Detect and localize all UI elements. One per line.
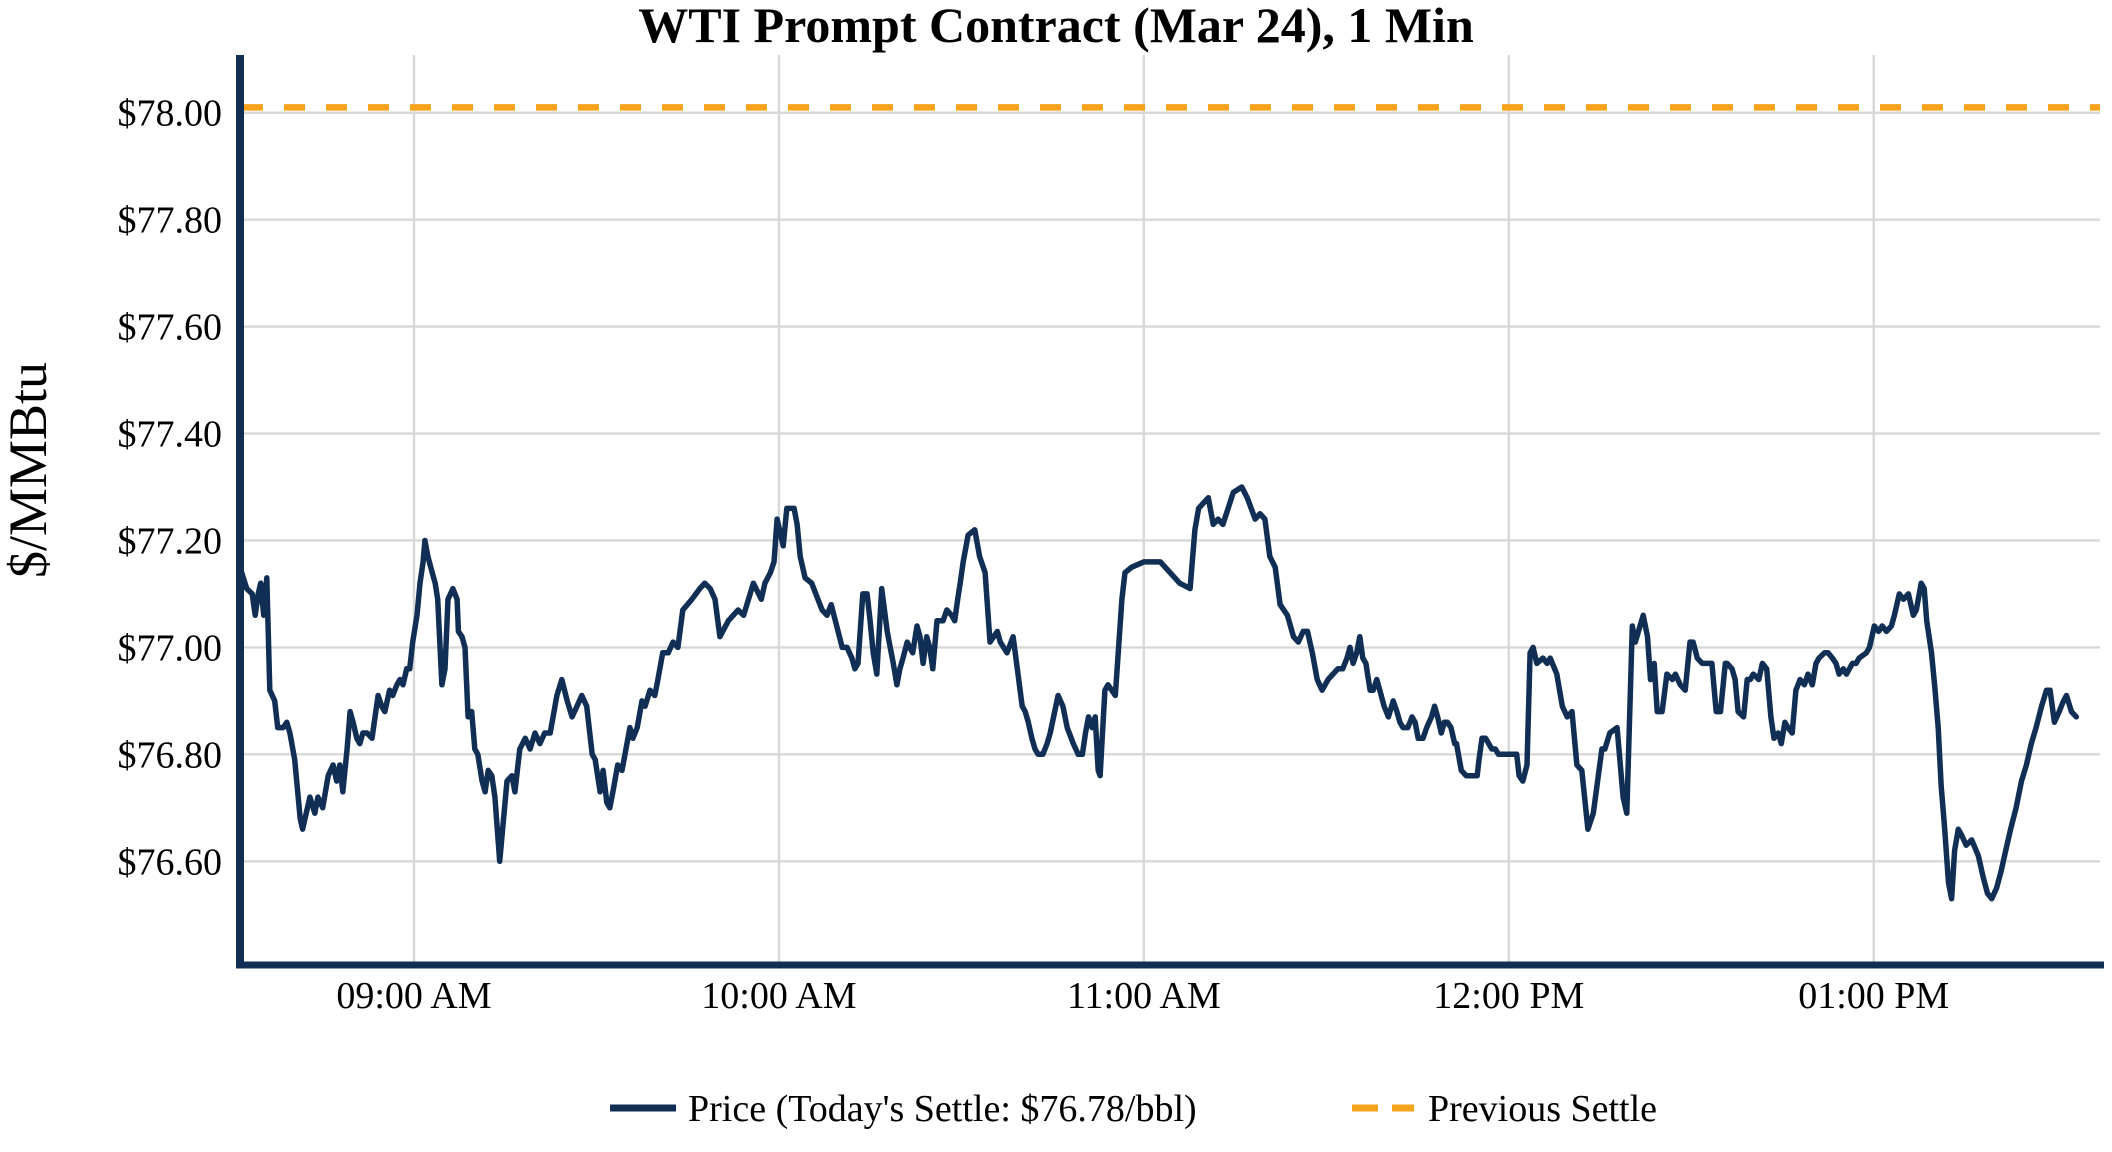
x-tick-label: 09:00 AM: [336, 975, 491, 1017]
y-tick-label: $76.60: [118, 841, 223, 883]
y-tick-label: $76.80: [118, 734, 223, 776]
x-tick-label: 12:00 PM: [1433, 975, 1584, 1017]
legend-previous-settle-label: Previous Settle: [1428, 1088, 1657, 1130]
legend-price-label: Price (Today's Settle: $76.78/bbl): [688, 1088, 1197, 1130]
y-tick-label: $77.20: [118, 520, 223, 562]
y-tick-label: $77.00: [118, 627, 223, 669]
price-line: [237, 484, 2080, 902]
y-tick-label: $77.80: [118, 200, 223, 242]
gridlines: [240, 55, 2100, 965]
y-tick-label: $77.40: [118, 414, 223, 456]
y-tick-labels: $78.00 $77.80 $77.60 $77.40 $77.20 $77.00 $76.…: [118, 93, 223, 884]
x-tick-label: 10:00 AM: [701, 975, 856, 1017]
x-tick-labels: 09:00 AM 10:00 AM 11:00 AM 12:00 PM 01:00 PM: [336, 975, 1949, 1017]
legend: Price (Today's Settle: $76.78/bbl) Previ…: [610, 1088, 1657, 1130]
x-tick-label: 11:00 AM: [1067, 975, 1221, 1017]
x-tick-label: 01:00 PM: [1798, 975, 1949, 1017]
y-tick-label: $78.00: [118, 93, 223, 135]
y-axis-label: $/MMBtu: [0, 362, 58, 578]
chart-title: WTI Prompt Contract (Mar 24), 1 Min: [638, 0, 1474, 53]
y-tick-label: $77.60: [118, 307, 223, 349]
